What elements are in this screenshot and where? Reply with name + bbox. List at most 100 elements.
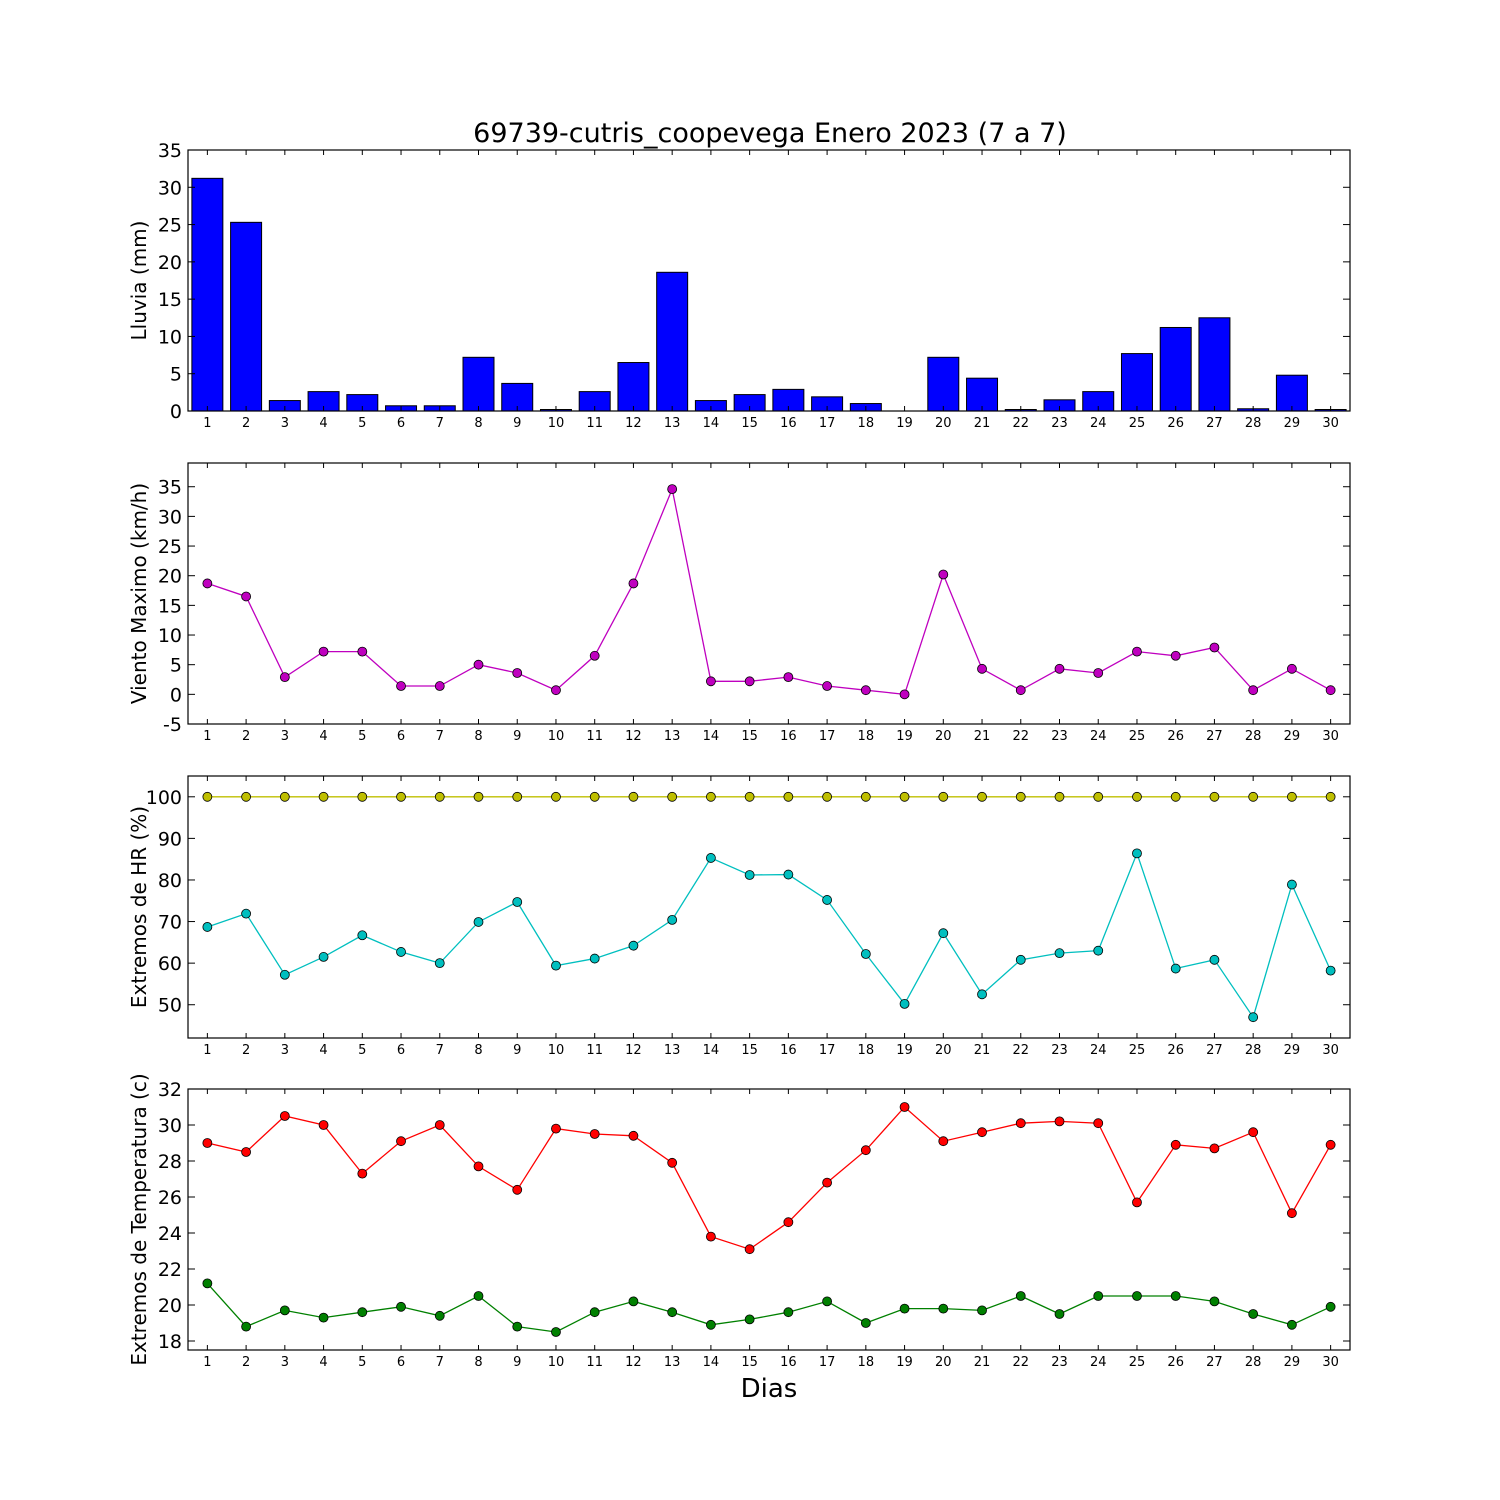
point-s2-day-10	[551, 960, 561, 971]
point-s1-day-15	[744, 676, 755, 687]
point-s1-day-11	[589, 1129, 600, 1139]
x-tick-label: 28	[1245, 1355, 1262, 1370]
y-tick-label: 100	[146, 787, 182, 809]
x-tick-label: 23	[1051, 1043, 1068, 1058]
x-tick-label: 5	[358, 729, 366, 744]
y-tick-label: 30	[158, 506, 182, 528]
x-tick-label: 21	[974, 1355, 991, 1370]
y-tick-label: 20	[158, 566, 182, 588]
point-s2-day-20	[938, 1303, 949, 1314]
y-tick-label: 50	[158, 995, 182, 1017]
chart-title: 69739-cutris_coopevega Enero 2023 (7 a 7…	[473, 118, 1067, 149]
point-s2-day-21	[977, 1305, 987, 1316]
x-tick-label: 16	[780, 1355, 797, 1370]
x-tick-label: 18	[858, 729, 875, 744]
point-s1-day-19	[899, 689, 910, 700]
y-tick-label: 32	[158, 1079, 182, 1101]
panel-3: 1 2 3 4 5 6 7 8 9 10 11 12 13 14 15 16 17 18 19 20 21 22 23 24 2…	[127, 775, 1351, 1058]
x-tick-label: 29	[1284, 729, 1301, 744]
x-tick-label: 29	[1284, 1355, 1301, 1370]
panels: 1 2 3 4 5 6 7 8 9 10 11 12 13 14 15 16 17 18 19 20 21 22 23 24 2…	[127, 140, 1351, 1370]
x-tick-label: 24	[1090, 1355, 1107, 1370]
x-tick-label: 17	[819, 729, 836, 744]
y-tick-label: 35	[158, 140, 182, 162]
y-tick-label: 10	[158, 625, 182, 647]
point-s2-day-27	[1209, 954, 1220, 965]
point-s1-day-6	[396, 681, 406, 691]
x-tick-label: 8	[474, 1355, 482, 1370]
x-tick-label: 25	[1129, 1355, 1146, 1370]
point-s1-day-21	[977, 1127, 987, 1138]
x-tick-label: 1	[203, 729, 211, 744]
x-tick-label: 24	[1090, 416, 1107, 431]
axes-frame	[187, 149, 1351, 412]
x-tick-label: 23	[1051, 729, 1068, 744]
x-tick-label: 2	[242, 1355, 250, 1370]
point-s1-day-20	[938, 1136, 949, 1147]
x-tick-label: 20	[935, 1043, 952, 1058]
x-tick-label: 25	[1129, 416, 1146, 431]
point-s1-day-21	[977, 663, 987, 674]
x-tick-label: 6	[397, 1355, 405, 1370]
x-tick-label: 24	[1090, 1043, 1107, 1058]
point-s2-day-19	[899, 1303, 910, 1314]
x-tick-label: 27	[1206, 729, 1223, 744]
x-tick-label: 29	[1284, 1043, 1301, 1058]
y-tick-label: 0	[170, 684, 182, 706]
x-tick-label: 27	[1206, 416, 1223, 431]
x-tick-label: 27	[1206, 1043, 1223, 1058]
x-tick-label: 2	[242, 1043, 250, 1058]
point-s2-day-26	[1170, 1291, 1181, 1301]
x-tick-label: 23	[1051, 1355, 1068, 1370]
point-s1-day-24	[1093, 791, 1104, 802]
x-tick-label: 9	[513, 1355, 521, 1370]
y-tick-label: 70	[158, 912, 182, 934]
point-s2-day-1	[202, 1278, 213, 1289]
point-s1-day-25	[1132, 791, 1142, 802]
point-s2-day-7	[434, 958, 445, 969]
x-tick-label: 4	[319, 729, 327, 744]
x-tick-label: 18	[858, 1355, 875, 1370]
point-s1-day-19	[899, 1102, 910, 1112]
point-s1-day-29	[1287, 663, 1297, 674]
x-tick-label: 28	[1245, 416, 1262, 431]
x-tick-label: 25	[1129, 729, 1146, 744]
point-s1-day-1	[202, 1138, 213, 1148]
point-s1-day-4	[318, 1120, 329, 1130]
point-s2-day-15	[744, 870, 755, 880]
axes-frame	[187, 775, 1351, 1039]
point-s1-day-8	[473, 1161, 484, 1172]
y-tick-label: 30	[158, 1115, 182, 1137]
y-tick-label: 60	[158, 953, 182, 975]
x-tick-label: 16	[780, 729, 797, 744]
point-s2-day-5	[357, 1307, 368, 1318]
point-s1-day-16	[783, 672, 794, 683]
point-s2-day-2	[241, 908, 252, 919]
point-s1-day-23	[1054, 1116, 1065, 1127]
point-s1-day-26	[1170, 650, 1181, 661]
x-tick-label: 26	[1167, 1043, 1184, 1058]
x-tick-label: 3	[281, 1355, 289, 1370]
x-tick-label: 10	[548, 416, 565, 431]
point-s2-day-9	[512, 897, 523, 907]
point-s2-day-22	[1015, 1291, 1026, 1301]
bar-day-8	[462, 356, 495, 412]
x-tick-label: 5	[358, 1043, 366, 1058]
point-s1-day-14	[706, 676, 716, 687]
x-tick-label: 14	[703, 729, 720, 744]
series-line-1	[207, 1106, 1332, 1250]
point-s2-day-8	[473, 917, 484, 927]
point-s2-day-28	[1248, 1309, 1259, 1319]
point-s1-day-3	[279, 672, 290, 683]
series-line-2	[207, 851, 1332, 1019]
y-tick-label: 5	[170, 655, 182, 677]
y-tick-label: 10	[158, 326, 182, 348]
y-tick-label: -5	[163, 714, 182, 736]
point-s2-day-30	[1325, 1301, 1336, 1312]
point-s1-day-3	[279, 1111, 290, 1121]
point-s1-day-10	[551, 685, 561, 696]
x-tick-label: 30	[1322, 1355, 1339, 1370]
x-tick-label: 6	[397, 416, 405, 431]
axes-frame	[187, 1088, 1351, 1351]
x-tick-label: 2	[242, 416, 250, 431]
